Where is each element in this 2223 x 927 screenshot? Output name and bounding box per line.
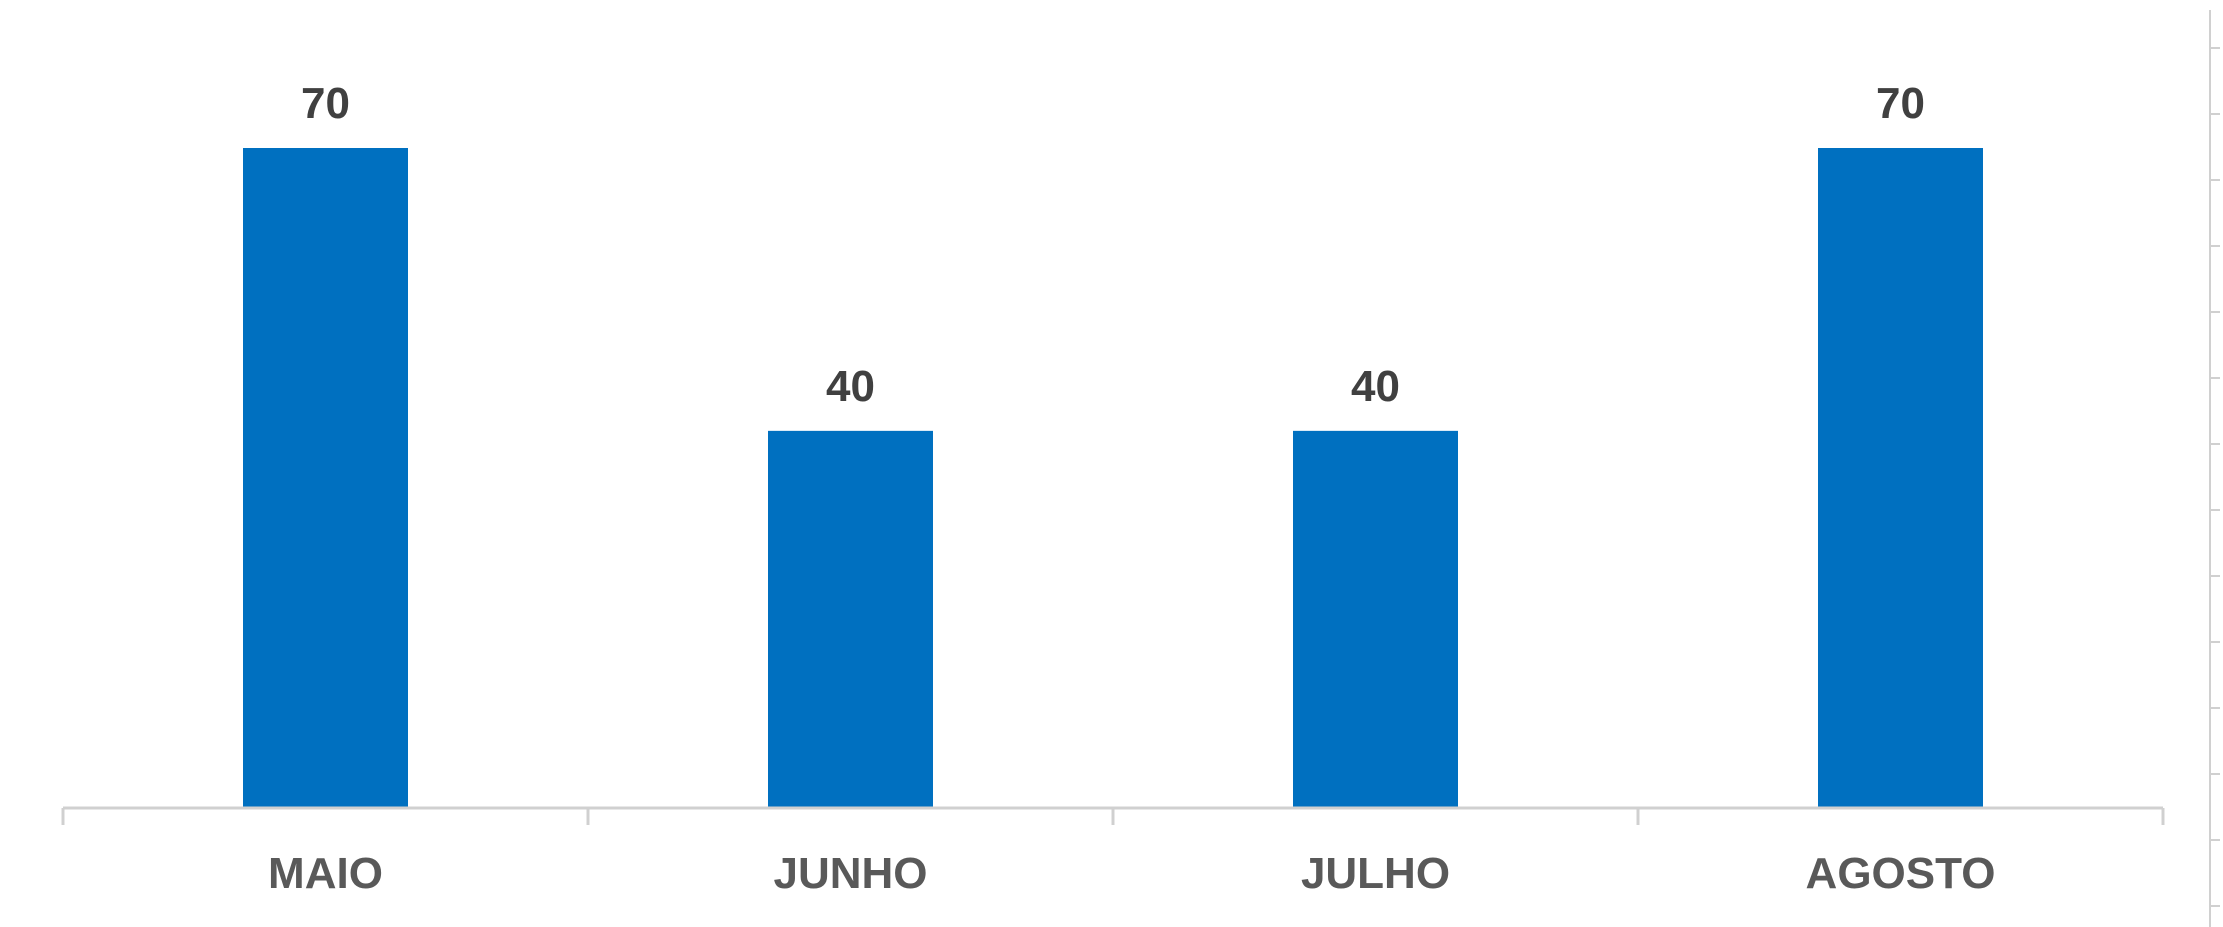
category-label-julho: JULHO — [1301, 849, 1450, 898]
bar-julho — [1293, 430, 1458, 808]
bar-maio — [243, 148, 408, 808]
data-label-julho: 40 — [1351, 362, 1400, 411]
data-labels-group: 70 40 40 70 — [301, 79, 1925, 411]
x-axis-ticks — [61, 808, 2165, 825]
category-labels-group: MAIO JUNHO JULHO AGOSTO — [268, 849, 1995, 898]
right-edge-ticks — [2209, 10, 2220, 927]
bars-group — [243, 148, 1983, 808]
category-label-maio: MAIO — [268, 849, 383, 898]
bar-junho — [768, 430, 933, 808]
data-label-junho: 40 — [826, 362, 875, 411]
category-label-junho: JUNHO — [773, 849, 927, 898]
data-label-agosto: 70 — [1876, 79, 1925, 128]
category-label-agosto: AGOSTO — [1806, 849, 1996, 898]
bar-agosto — [1818, 148, 1983, 808]
data-label-maio: 70 — [301, 79, 350, 128]
